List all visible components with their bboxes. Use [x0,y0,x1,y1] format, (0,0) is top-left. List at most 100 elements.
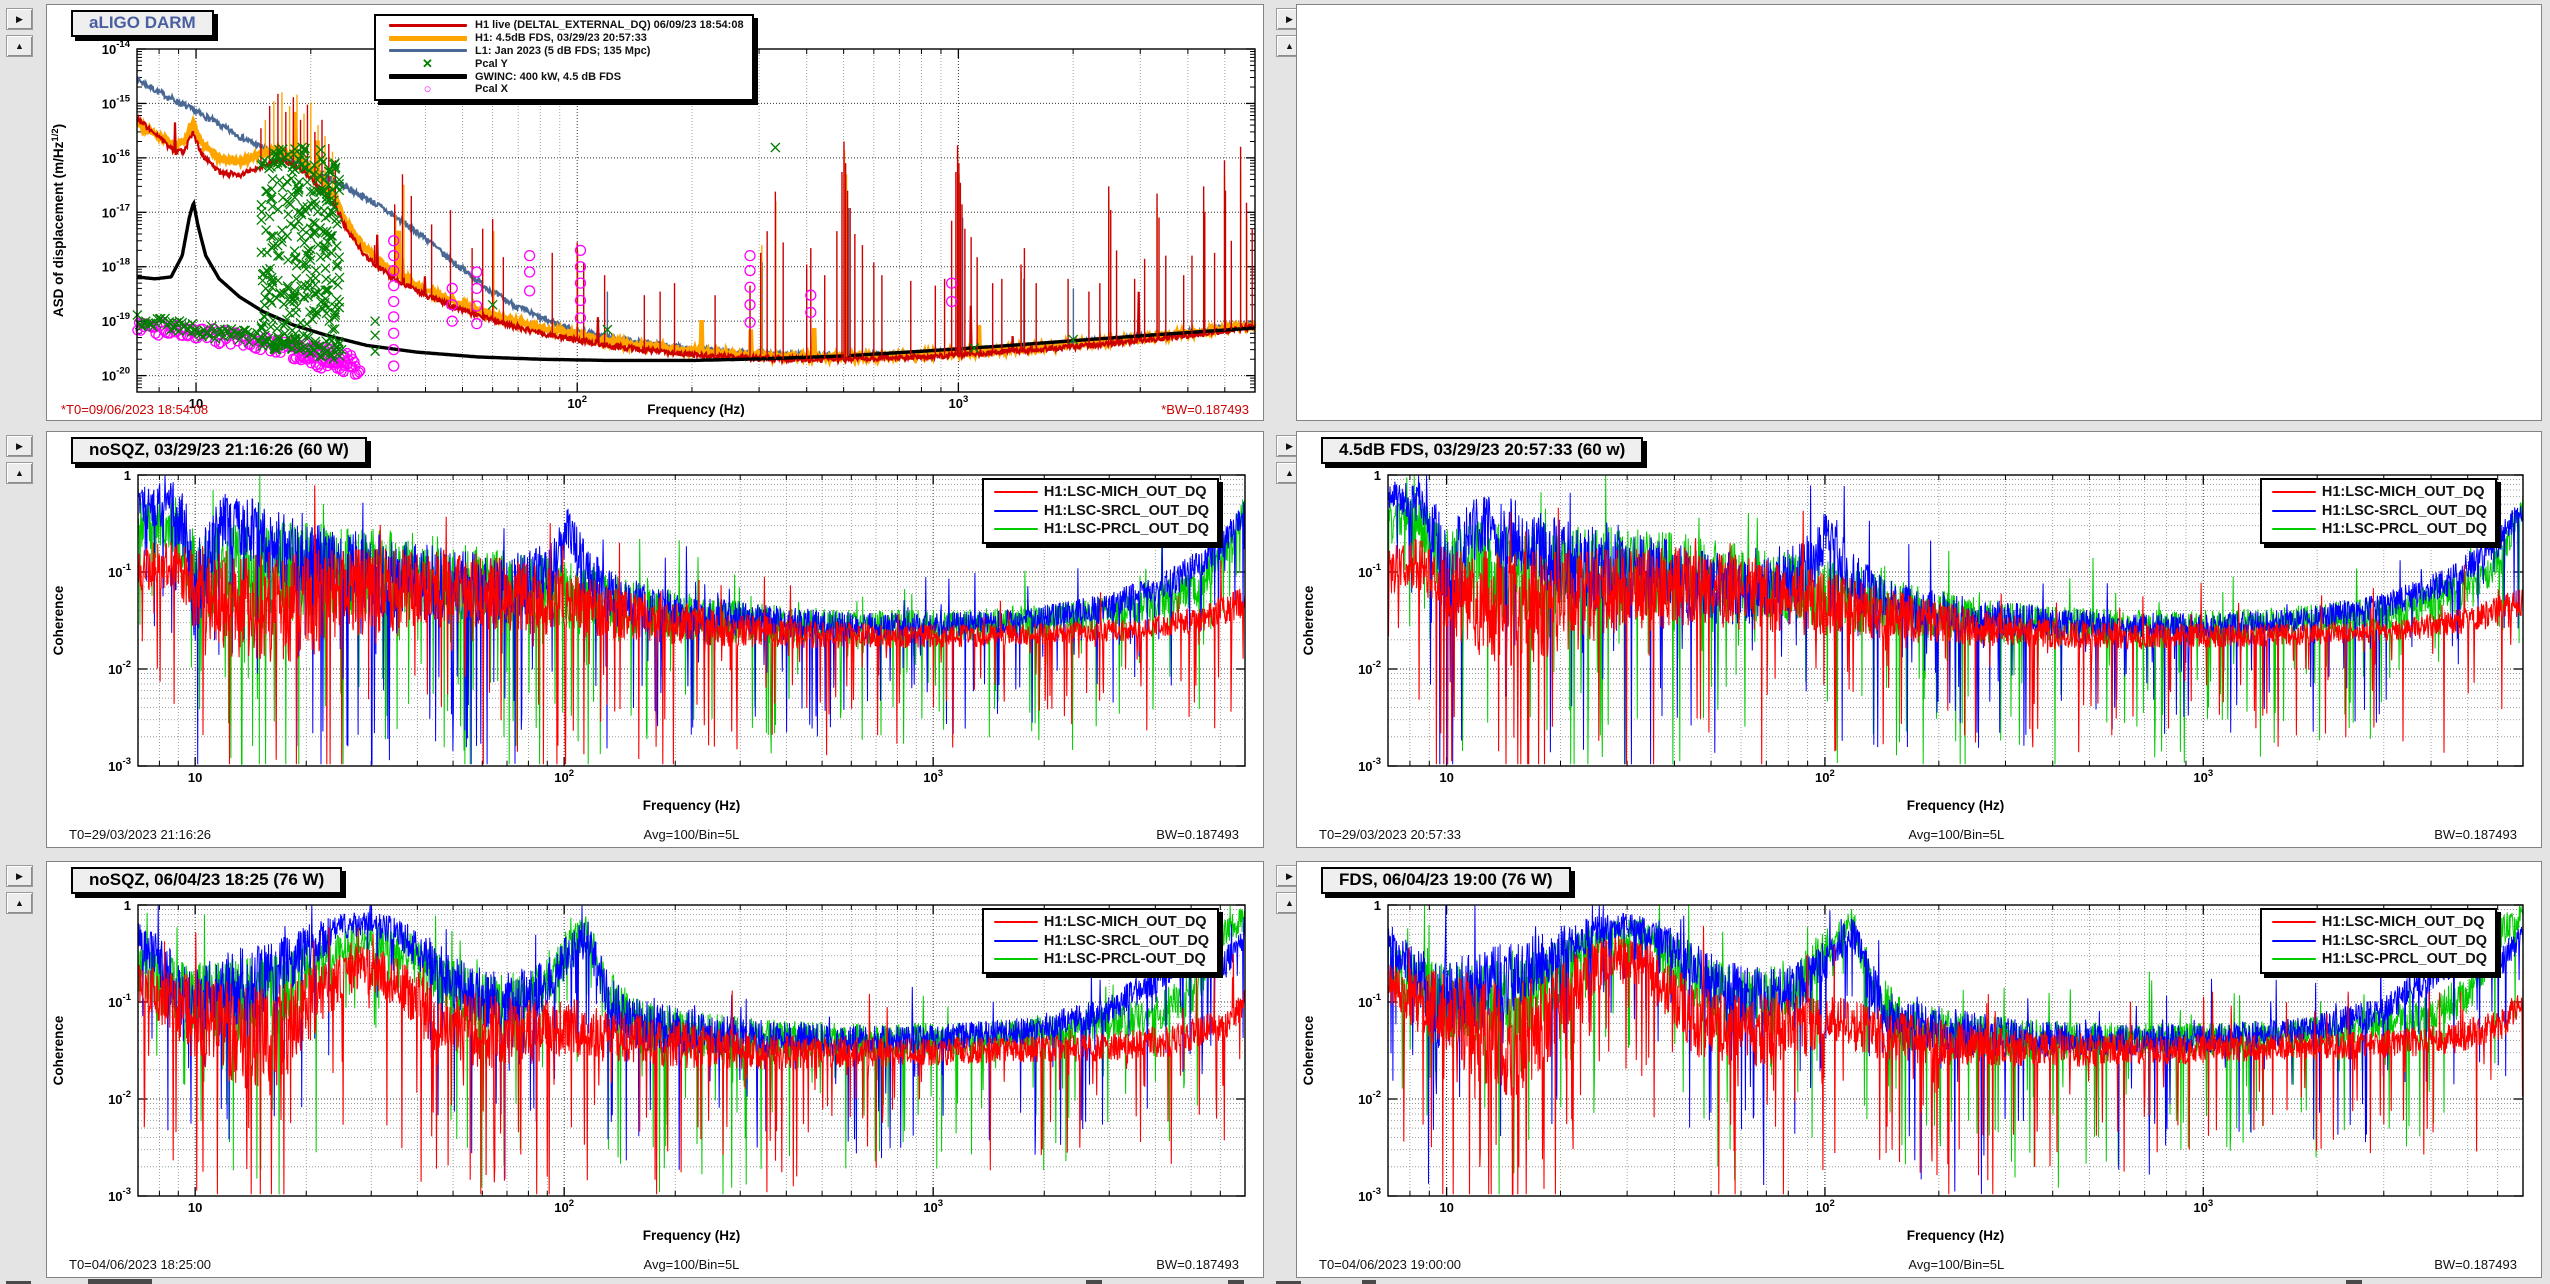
line-swatch [2271,528,2316,531]
svg-text:10-1: 10-1 [1358,992,1382,1010]
cutoff-row-fragment [1276,1281,1301,1284]
svg-text:Frequency (Hz): Frequency (Hz) [643,798,741,813]
legend-label: H1:LSC-PRCL-OUT_DQ [1043,951,1206,968]
svg-text:10: 10 [188,1200,202,1215]
legend-item: H1:LSC-PRCL_OUT_DQ [2266,520,2487,539]
panel-detach-button[interactable]: ▶ [6,865,33,887]
legend-item: ✕ Pcal Y [380,57,744,70]
svg-text:Coherence: Coherence [51,1015,66,1085]
legend: H1:LSC-MICH_OUT_DQ H1:LSC-SRCL_OUT_DQ H1… [2259,908,2497,974]
legend: H1:LSC-MICH_OUT_DQ H1:LSC-SRCL_OUT_DQ H1… [981,908,1219,974]
svg-text:10-17: 10-17 [102,202,130,220]
avg-bin-label: Avg=100/Bin=5L [643,1257,740,1272]
svg-text:10-2: 10-2 [1358,1089,1381,1107]
t0-label: *T0=09/06/2023 18:54:08 [61,402,209,417]
triangle-up-icon: ▲ [1285,40,1294,51]
panel-detach-button[interactable]: ▶ [6,8,33,30]
darm-asd-plot[interactable]: 10 102 103 10-14 10-15 10-16 10-17 10-18 10-19 10… [47,5,1265,422]
legend-item: GWINC: 400 kW, 4.5 dB FDS [380,70,744,83]
legend-label: H1:LSC-PRCL_OUT_DQ [1043,521,1209,538]
legend-item: H1:LSC-SRCL_OUT_DQ [2266,502,2487,521]
svg-text:10: 10 [1439,1200,1453,1215]
line-swatch [993,939,1038,942]
legend-label: Pcal Y [475,57,508,70]
svg-text:102: 102 [1815,1198,1835,1215]
triangle-right-icon: ▶ [16,870,23,881]
line-swatch [2271,958,2316,961]
legend-item: ○ Pcal X [380,82,744,96]
svg-text:10-16: 10-16 [102,148,130,166]
legend-label: Pcal X [475,83,509,96]
triangle-right-icon: ▶ [16,440,23,451]
svg-text:10-15: 10-15 [102,93,131,111]
coherence-plot[interactable]: 10 102 103 1 10-1 10-2 10-3 Frequency (Hz) Coher… [47,432,1265,849]
triangle-right-icon: ▶ [1286,870,1293,881]
line-swatch [993,528,1038,531]
bw-label: *BW=0.187493 [1161,402,1249,417]
svg-text:10-3: 10-3 [108,756,131,774]
svg-text:10-19: 10-19 [102,311,130,329]
svg-text:10-2: 10-2 [108,1089,131,1107]
avg-bin-label: Avg=100/Bin=5L [1908,1257,2005,1272]
cutoff-row-fragment [88,1279,152,1284]
cutoff-row-fragment [1362,1280,1376,1284]
panel-detach-button[interactable]: ▶ [6,435,33,457]
triangle-up-icon: ▲ [1285,897,1294,908]
avg-bin-label: Avg=100/Bin=5L [1908,827,2005,842]
cutoff-row-fragment [1228,1280,1244,1284]
line-swatch [993,958,1038,961]
legend-item: H1:LSC-SRCL_OUT_DQ [2266,932,2487,951]
panel-collapse-button[interactable]: ▲ [6,892,33,914]
legend: H1:LSC-MICH_OUT_DQ H1:LSC-SRCL_OUT_DQ H1… [981,478,1219,544]
legend-label: H1:LSC-SRCL_OUT_DQ [1043,932,1209,949]
t0-label: T0=04/06/2023 18:25:00 [69,1257,212,1272]
legend-label: H1:LSC-SRCL_OUT_DQ [2321,932,2487,949]
triangle-right-icon: ▶ [1286,440,1293,451]
legend-item: H1:LSC-MICH_OUT_DQ [988,913,1209,932]
line-swatch [2271,921,2316,924]
panel-collapse-button[interactable]: ▲ [6,462,33,484]
legend-label: L1: Jan 2023 (5 dB FDS; 135 Mpc) [475,44,651,57]
triangle-right-icon: ▶ [16,13,23,24]
bw-label: BW=0.187493 [1156,827,1239,842]
svg-text:103: 103 [923,768,943,785]
avg-bin-label: Avg=100/Bin=5L [643,827,740,842]
cutoff-row-fragment [1086,1280,1102,1284]
svg-text:Frequency (Hz): Frequency (Hz) [643,1228,741,1243]
line-swatch [2271,509,2316,512]
svg-text:10-3: 10-3 [1358,756,1381,774]
legend-label: H1:LSC-SRCL_OUT_DQ [1043,502,1209,519]
svg-text:10-1: 10-1 [108,562,132,580]
line-swatch [993,921,1038,924]
panel-coh-fds-0329: 10 102 103 1 10-1 10-2 10-3 Frequency (Hz) Coher… [1296,431,2542,848]
svg-text:102: 102 [554,1198,574,1215]
line-swatch [993,491,1038,494]
x-marker-icon: ✕ [422,55,433,71]
panel-title: aLIGO DARM [71,10,214,37]
svg-text:Frequency (Hz): Frequency (Hz) [1907,798,2005,813]
legend: H1 live (DELTAL_EXTERNAL_DQ) 06/09/23 18… [374,14,754,101]
legend-item: H1:LSC-MICH_OUT_DQ [2266,913,2487,932]
line-swatch [388,35,467,41]
legend-item: H1:LSC-MICH_OUT_DQ [2266,483,2487,502]
panel-controls: ▶ ▲ [6,8,33,62]
svg-text:102: 102 [1815,768,1835,785]
t0-label: T0=29/03/2023 21:16:26 [69,827,212,842]
line-swatch [2271,939,2316,942]
svg-text:ASD of displacement (m/Hz1/2): ASD of displacement (m/Hz1/2) [50,124,66,317]
svg-text:Coherence: Coherence [51,585,66,655]
svg-text:10: 10 [1439,770,1453,785]
panel-title: 4.5dB FDS, 03/29/23 20:57:33 (60 w) [1321,437,1644,464]
panel-collapse-button[interactable]: ▲ [6,35,33,57]
legend-label: H1:LSC-MICH_OUT_DQ [2321,914,2485,931]
triangle-up-icon: ▲ [15,897,24,908]
panel-coh-nosqz-0604: 10 102 103 1 10-1 10-2 10-3 Frequency (Hz) Coher… [46,861,1264,1278]
legend-item: H1:LSC-MICH_OUT_DQ [988,483,1209,502]
line-swatch [388,23,467,27]
svg-text:10-3: 10-3 [1358,1186,1381,1204]
svg-text:103: 103 [923,1198,943,1215]
svg-text:103: 103 [949,394,969,411]
t0-label: T0=04/06/2023 19:00:00 [1319,1257,1462,1272]
legend-label: GWINC: 400 kW, 4.5 dB FDS [475,70,622,83]
